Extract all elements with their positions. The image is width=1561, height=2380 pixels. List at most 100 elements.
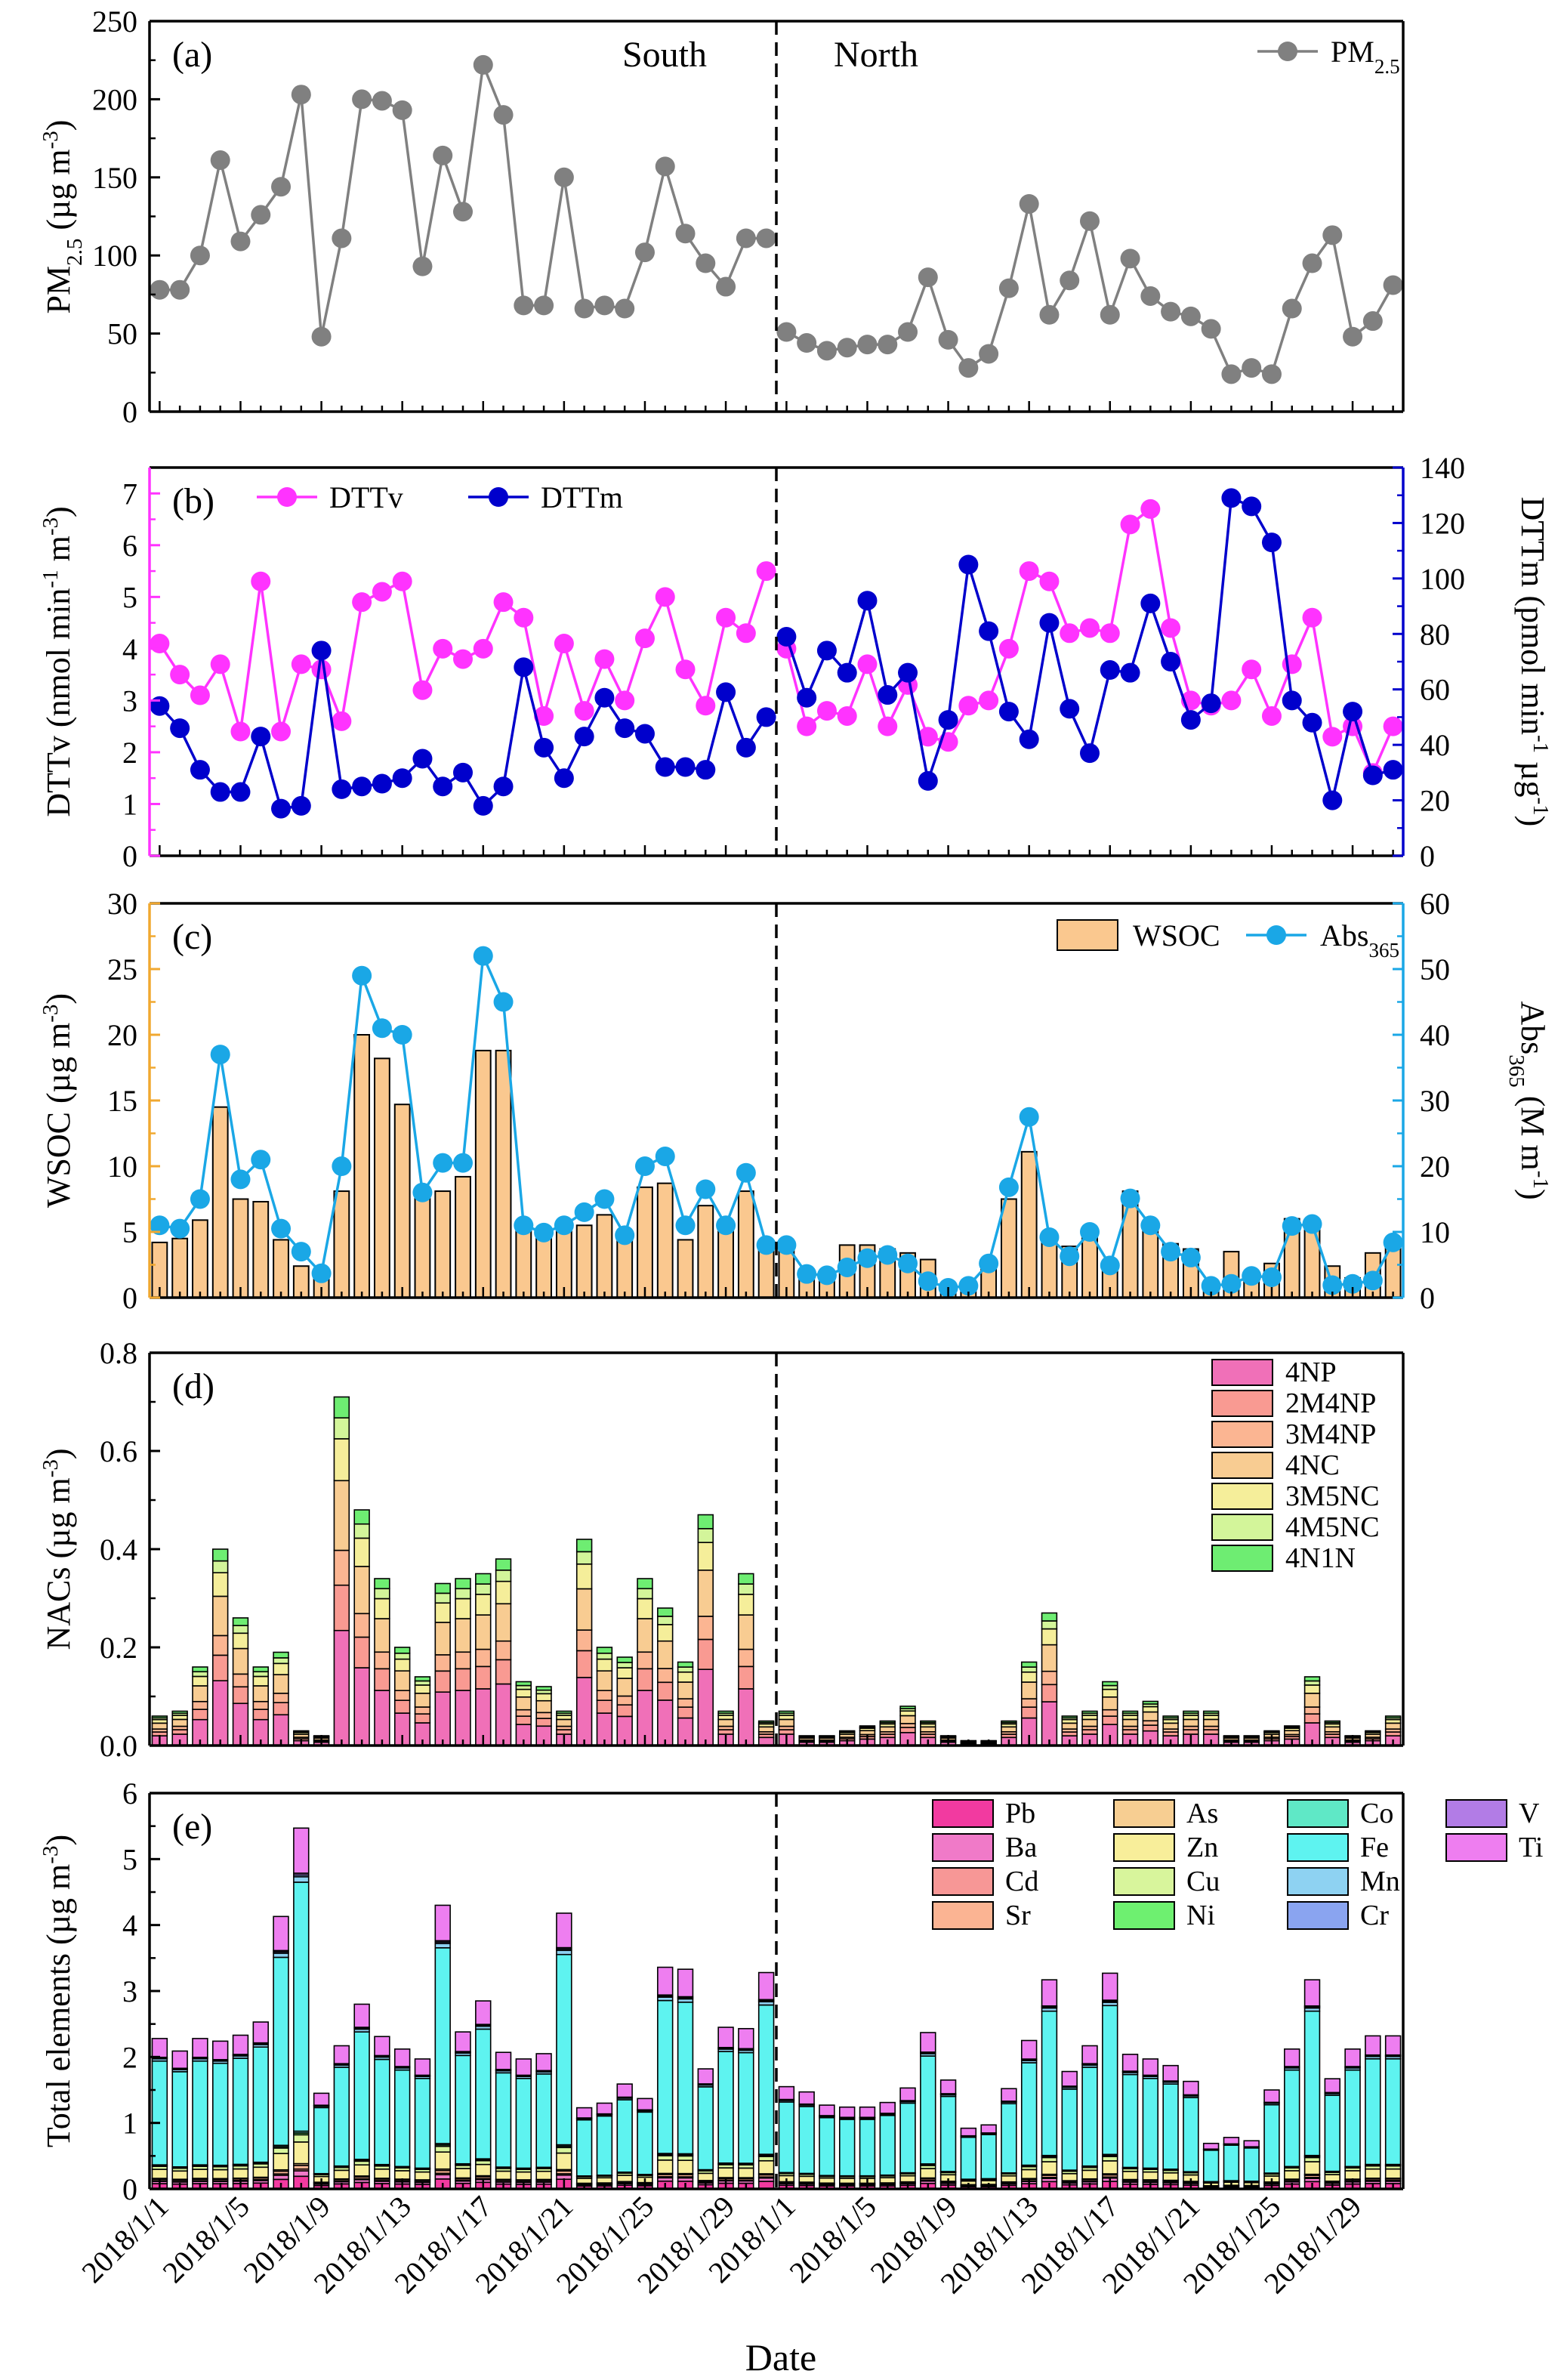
wsoc-axis-tick-label: 15 xyxy=(107,1084,137,1118)
legend-label-elements: Cr xyxy=(1360,1900,1389,1931)
dttv-point xyxy=(1282,654,1302,674)
abs365-point xyxy=(1282,1216,1302,1236)
nacs-bar-segment xyxy=(575,1539,593,1553)
legend-label-dttv: DTTv xyxy=(329,480,403,514)
elements-bar-segment xyxy=(475,2000,492,2026)
pm25-point xyxy=(1201,319,1221,339)
elements-bar-segment xyxy=(293,1827,310,1874)
nacs-bar-segment xyxy=(1121,1715,1139,1721)
nacs-bar-segment xyxy=(637,1651,653,1670)
nacs-bar-segment xyxy=(596,1699,613,1714)
elements-bar-segment xyxy=(1223,2137,1240,2145)
abs365-point xyxy=(1140,1215,1161,1236)
elements-bar-segment xyxy=(939,2095,957,2172)
dttm-point xyxy=(675,757,696,777)
dttm-point xyxy=(1261,532,1282,553)
dttv-point xyxy=(1080,618,1100,638)
nacs-bar-segment xyxy=(273,1702,289,1716)
panel-label: (e) xyxy=(172,1807,212,1847)
legend-swatch-elements xyxy=(932,1901,994,1930)
nacs-bar-segment xyxy=(515,1681,532,1687)
abs365-point xyxy=(190,1189,210,1209)
nacs-bar-segment xyxy=(353,1636,370,1668)
elements-bar-segment xyxy=(1344,2048,1361,2067)
elements-bar-segment xyxy=(677,2159,694,2175)
elements-bar-segment xyxy=(232,2034,249,2055)
nacs-bar-segment xyxy=(1102,1696,1118,1711)
wsoc-axis-tick-label: 30 xyxy=(107,887,137,921)
legend-swatch-elements xyxy=(932,1799,994,1828)
dttm-point xyxy=(1080,743,1100,764)
dttm-point xyxy=(634,724,655,744)
abs365-point xyxy=(716,1215,736,1236)
elements-bar-segment xyxy=(939,2079,957,2094)
pm25-point xyxy=(1282,298,1302,319)
elements-bar-segment xyxy=(273,1915,289,1952)
dttm-point xyxy=(190,760,210,780)
pm25-point xyxy=(1019,193,1039,214)
nacs-bar-segment xyxy=(738,1573,754,1585)
nacs-bar-segment xyxy=(192,1671,208,1678)
nacs-bar-segment xyxy=(899,1715,916,1724)
nacs-bar-segment xyxy=(657,1699,674,1746)
pm25-point xyxy=(352,89,372,110)
elements-bar-segment xyxy=(616,2083,633,2098)
elements-bar-segment xyxy=(1020,2062,1038,2166)
pm25-point xyxy=(1100,304,1120,325)
elements-bar-segment xyxy=(232,2057,249,2165)
elements-bar-segment xyxy=(798,2175,815,2183)
pm25-point xyxy=(634,242,655,263)
nacs-bar-segment xyxy=(495,1683,512,1746)
elements-bar-segment xyxy=(252,2166,269,2178)
nacs-bar-segment xyxy=(475,1583,492,1595)
abs365-point xyxy=(311,1263,332,1283)
wsoc-axis-tick-label: 20 xyxy=(107,1018,137,1052)
pm25-point xyxy=(1120,248,1140,269)
nacs-bar-segment xyxy=(1202,1718,1220,1727)
abs365-point xyxy=(1242,1266,1262,1286)
nacs-bar-segment xyxy=(252,1700,269,1710)
pm25-point xyxy=(1343,326,1363,347)
nacs-bar-segment xyxy=(1041,1628,1058,1646)
elements-bar-segment xyxy=(1384,2168,1402,2179)
wsoc-bar xyxy=(171,1237,189,1298)
elements-bar-segment xyxy=(738,2051,754,2164)
abs365-point xyxy=(776,1235,797,1255)
nacs-bar-segment xyxy=(1020,1661,1038,1668)
nacs-bar-segment xyxy=(475,1614,492,1650)
nacs-bar-segment xyxy=(616,1678,633,1697)
legend-label-elements: Zn xyxy=(1186,1832,1218,1863)
pm25-point xyxy=(1221,364,1242,384)
abs365-point xyxy=(453,1153,473,1173)
panel-label: (a) xyxy=(172,35,212,75)
pm25-point xyxy=(1383,275,1403,295)
nacs-bar-segment xyxy=(455,1668,471,1691)
elements-bar-segment xyxy=(293,1875,310,1883)
dttv-point xyxy=(857,654,878,674)
pm25-point xyxy=(210,150,230,171)
nacs-bar-segment xyxy=(252,1666,269,1673)
nacs-bar-segment xyxy=(434,1691,451,1746)
nacs-bar-segment xyxy=(778,1715,795,1721)
pm25-point xyxy=(332,228,352,248)
nacs-bar-segment xyxy=(637,1597,653,1619)
legend-label-elements: Ba xyxy=(1005,1832,1037,1863)
legend-label-elements: V xyxy=(1519,1798,1540,1829)
abs365-point xyxy=(958,1276,979,1296)
abs365-point xyxy=(918,1271,938,1292)
elements-bar-segment xyxy=(1061,2172,1078,2181)
elements-bar-segment xyxy=(393,2048,411,2067)
dttv-point xyxy=(190,685,210,705)
dttv-point xyxy=(958,696,979,716)
nacs-bar-segment xyxy=(556,1710,572,1715)
panel-label: (d) xyxy=(172,1366,214,1406)
nacs-bar-segment xyxy=(414,1706,431,1715)
dttm-point xyxy=(1201,693,1221,714)
nacs-bar-segment xyxy=(697,1528,714,1543)
nacs-bar-segment xyxy=(495,1570,512,1582)
elements-bar-segment xyxy=(353,2164,370,2177)
wsoc-axis-title: WSOC (µg m-3) xyxy=(39,993,77,1208)
nacs-bar-segment xyxy=(1102,1709,1118,1717)
elements-bar-segment xyxy=(575,2119,593,2177)
nacs-bar-segment xyxy=(333,1549,350,1586)
